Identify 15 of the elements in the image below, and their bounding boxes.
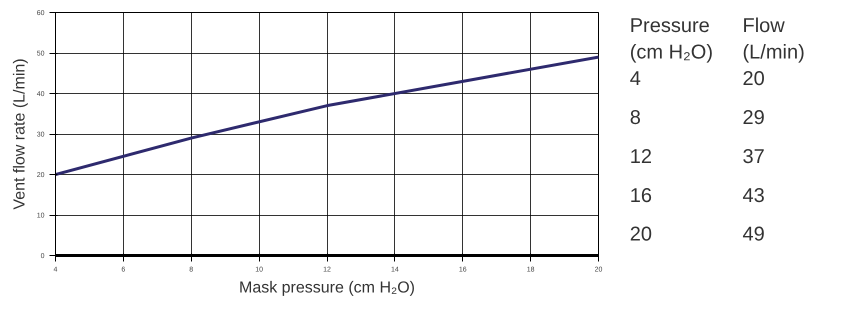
- text: 43: [742, 184, 765, 207]
- x-axis-title: Mask pressure (cm H₂O): [238, 280, 416, 296]
- text: 4: [630, 68, 641, 90]
- line-series: [56, 56, 598, 176]
- text: 29: [742, 106, 765, 129]
- text: 8: [630, 106, 641, 129]
- text: 20: [742, 68, 765, 90]
- text: 12: [630, 146, 652, 168]
- text: Flow (L/min): [742, 14, 805, 64]
- text: 49: [742, 224, 765, 246]
- text: Pressure (cm H₂O): [630, 14, 714, 64]
- text: 20: [630, 224, 652, 246]
- y-axis-title: Vent flow rate (L/min): [12, 58, 29, 210]
- text: 37: [742, 146, 765, 168]
- text: 16: [630, 184, 652, 207]
